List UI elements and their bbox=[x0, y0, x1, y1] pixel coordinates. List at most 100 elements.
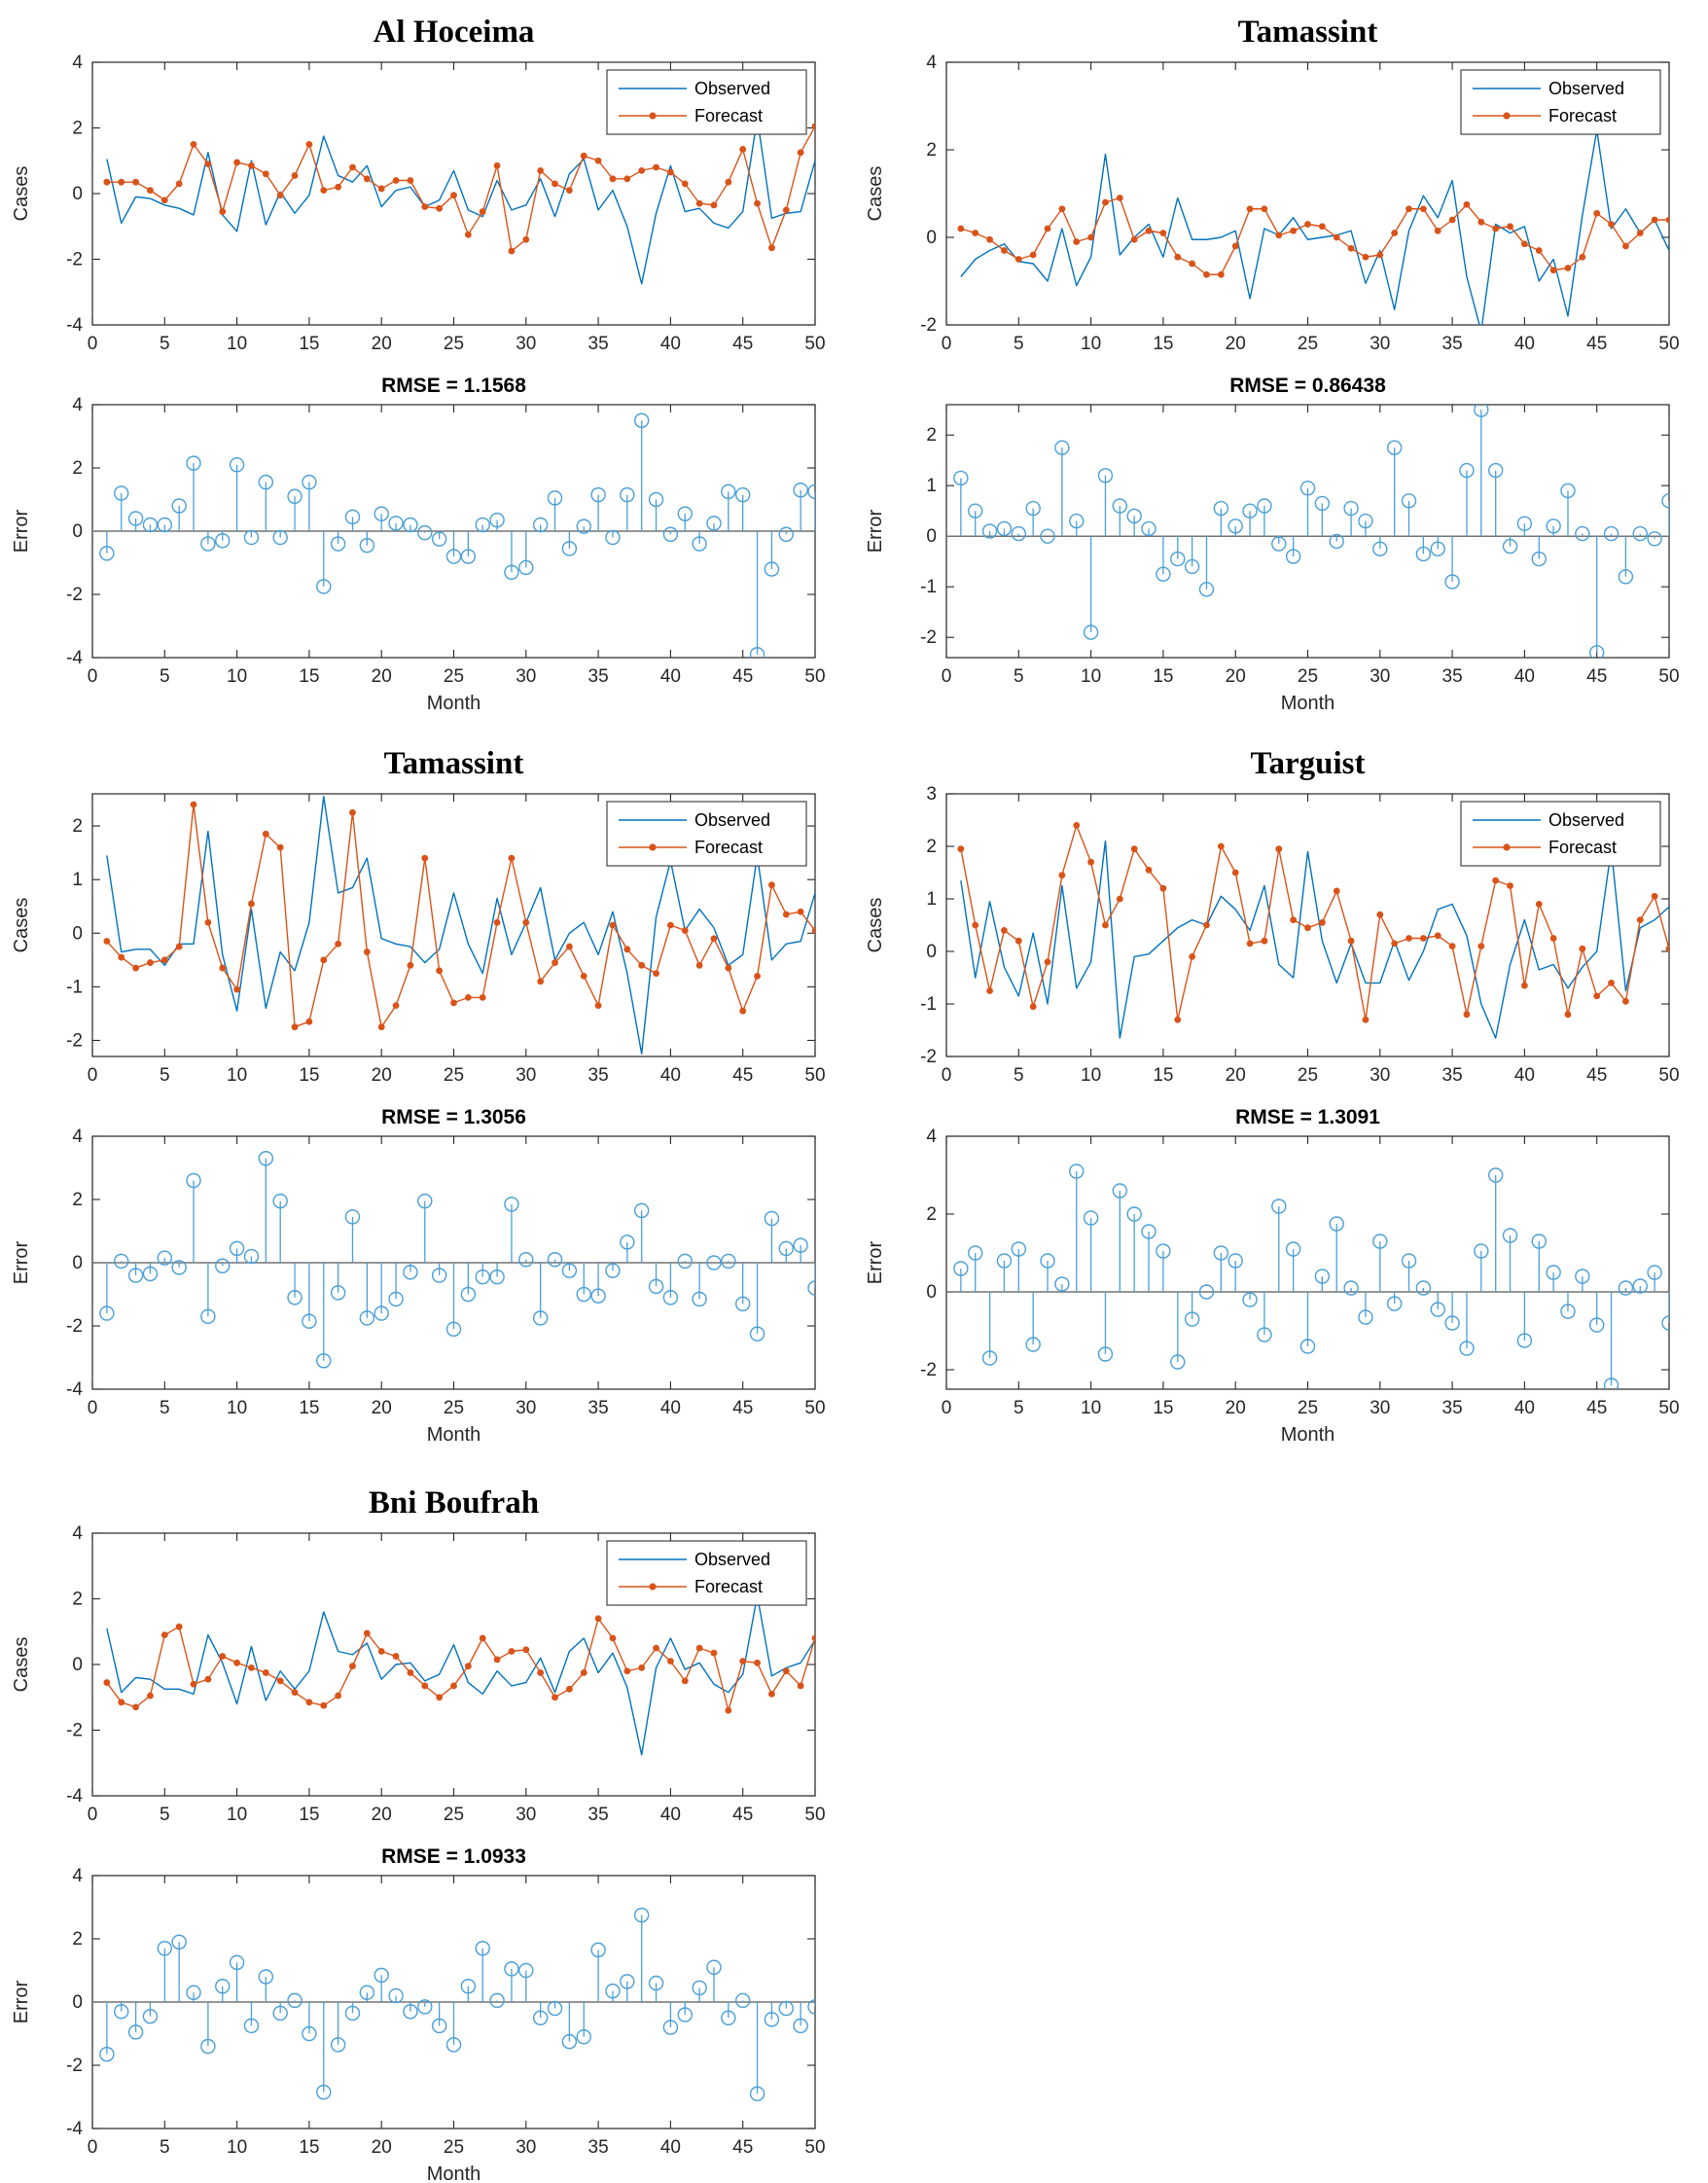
x-axis-label: Month bbox=[427, 2164, 481, 2183]
y-axis-label: Error bbox=[865, 1240, 886, 1284]
y-axis-label: Cases bbox=[11, 898, 32, 953]
stem-marker bbox=[215, 1258, 231, 1273]
x-tick-label: 10 bbox=[227, 666, 247, 687]
forecast-point-marker bbox=[1058, 205, 1066, 213]
x-tick-label: 50 bbox=[804, 2137, 825, 2158]
stem-marker bbox=[648, 491, 664, 508]
x-tick-label: 40 bbox=[1514, 666, 1535, 687]
x-tick-label: 45 bbox=[1586, 1065, 1607, 1086]
stem-marker bbox=[1502, 1228, 1518, 1243]
forecast-point-marker bbox=[1145, 227, 1153, 234]
x-tick-label: 30 bbox=[1370, 334, 1390, 354]
stem-marker bbox=[1242, 503, 1258, 519]
stem-marker bbox=[359, 1985, 375, 2000]
stem-marker bbox=[445, 2037, 462, 2053]
stem-marker bbox=[1126, 508, 1142, 524]
legend-dot-marker bbox=[649, 843, 657, 851]
x-tick-label: 40 bbox=[660, 1065, 681, 1086]
forecast-point-marker bbox=[204, 161, 212, 168]
y-tick-label: -2 bbox=[66, 1316, 83, 1337]
stem-marker bbox=[1661, 1315, 1669, 1331]
legend-dot-marker bbox=[1503, 843, 1511, 851]
forecast-point-marker bbox=[797, 1682, 804, 1690]
forecast-point-marker bbox=[1419, 205, 1427, 213]
stem-marker bbox=[344, 509, 361, 525]
stem-marker bbox=[1386, 1296, 1403, 1311]
forecast-point-marker bbox=[1116, 195, 1123, 201]
forecast-point-marker bbox=[436, 204, 444, 212]
forecast-point-marker bbox=[1492, 225, 1500, 233]
stem-marker bbox=[374, 506, 389, 521]
forecast-point-marker bbox=[1261, 937, 1268, 945]
forecast-point-marker bbox=[132, 964, 139, 972]
y-tick-label: 2 bbox=[926, 425, 937, 446]
stem-marker bbox=[215, 533, 231, 549]
y-tick-label: 2 bbox=[72, 1929, 83, 1950]
legend-box bbox=[1460, 801, 1661, 867]
stem-marker bbox=[403, 517, 418, 533]
stem-marker bbox=[1603, 1378, 1619, 1389]
forecast-point-marker bbox=[1145, 866, 1153, 874]
stem-marker bbox=[417, 524, 433, 541]
x-tick-label: 15 bbox=[1153, 666, 1173, 687]
forecast-point-marker bbox=[276, 192, 284, 199]
x-axis-label: Month bbox=[427, 1424, 481, 1444]
al-hoceima-error-chart: 0 5 10 15 20 25 30 35 40 45 50 -4 -2 0 2 4 RMSE = 1.1568… bbox=[0, 370, 854, 712]
stem-marker bbox=[229, 1240, 245, 1257]
x-tick-label: 20 bbox=[372, 334, 392, 354]
stem-marker bbox=[561, 541, 578, 556]
chart-title: Al Hoceima bbox=[374, 15, 535, 50]
stem-marker bbox=[778, 526, 794, 542]
y-tick-label: -4 bbox=[66, 1379, 83, 1400]
forecast-point-marker bbox=[392, 1653, 400, 1660]
forecast-point-marker bbox=[782, 1667, 790, 1675]
y-tick-label: 4 bbox=[72, 395, 83, 415]
stem-marker bbox=[489, 1992, 505, 2009]
stem-marker bbox=[1228, 1253, 1243, 1269]
forecast-point-marker bbox=[695, 199, 703, 207]
forecast-point-marker bbox=[986, 987, 993, 994]
forecast-point-marker bbox=[392, 177, 400, 184]
forecast-point-marker bbox=[464, 1663, 472, 1670]
y-axis-label: Error bbox=[11, 1240, 32, 1284]
forecast-point-marker bbox=[537, 166, 545, 174]
forecast-point-marker bbox=[407, 961, 414, 969]
x-tick-label: 0 bbox=[942, 334, 952, 354]
x-tick-label: 10 bbox=[1081, 1065, 1101, 1086]
x-tick-label: 5 bbox=[160, 1398, 170, 1418]
stem-marker bbox=[1531, 1234, 1547, 1249]
y-tick-label: 0 bbox=[926, 526, 937, 547]
legend-dot-marker bbox=[649, 112, 657, 120]
forecast-point-marker bbox=[392, 1002, 400, 1010]
legend-label-forecast: Forecast bbox=[1548, 838, 1617, 857]
stem-marker bbox=[229, 1954, 245, 1971]
stem-marker bbox=[633, 1202, 650, 1219]
stem-marker bbox=[590, 1942, 606, 1958]
x-tick-label: 35 bbox=[588, 666, 609, 687]
stem-marker bbox=[1575, 1269, 1590, 1284]
tamassint-top-cases-chart: 0 5 10 15 20 25 30 35 40 45 50-2024TamassintCasesO… bbox=[854, 2, 1708, 367]
forecast-point-marker bbox=[1391, 940, 1399, 948]
series-line-observed bbox=[106, 796, 815, 1055]
forecast-point-marker bbox=[305, 140, 313, 148]
forecast-point-marker bbox=[768, 881, 775, 889]
forecast-point-marker bbox=[739, 1658, 747, 1665]
x-tick-label: 30 bbox=[516, 1805, 536, 1825]
forecast-point-marker bbox=[1073, 822, 1081, 829]
stem-marker bbox=[1285, 549, 1301, 564]
stem-marker bbox=[1170, 1354, 1186, 1370]
stem-marker bbox=[302, 1313, 317, 1329]
forecast-point-marker bbox=[522, 918, 530, 926]
y-tick-label: 2 bbox=[72, 119, 83, 139]
forecast-point-marker bbox=[1434, 932, 1441, 940]
stem-marker bbox=[1299, 1339, 1316, 1354]
stem-marker bbox=[445, 549, 462, 564]
x-tick-label: 25 bbox=[444, 2137, 464, 2158]
stem-marker bbox=[518, 1252, 534, 1268]
forecast-point-marker bbox=[1333, 887, 1340, 895]
stem-marker bbox=[1126, 1206, 1142, 1222]
chart-title: Tamassint bbox=[384, 746, 524, 781]
stem-marker bbox=[127, 1268, 144, 1283]
forecast-point-marker bbox=[175, 180, 183, 188]
